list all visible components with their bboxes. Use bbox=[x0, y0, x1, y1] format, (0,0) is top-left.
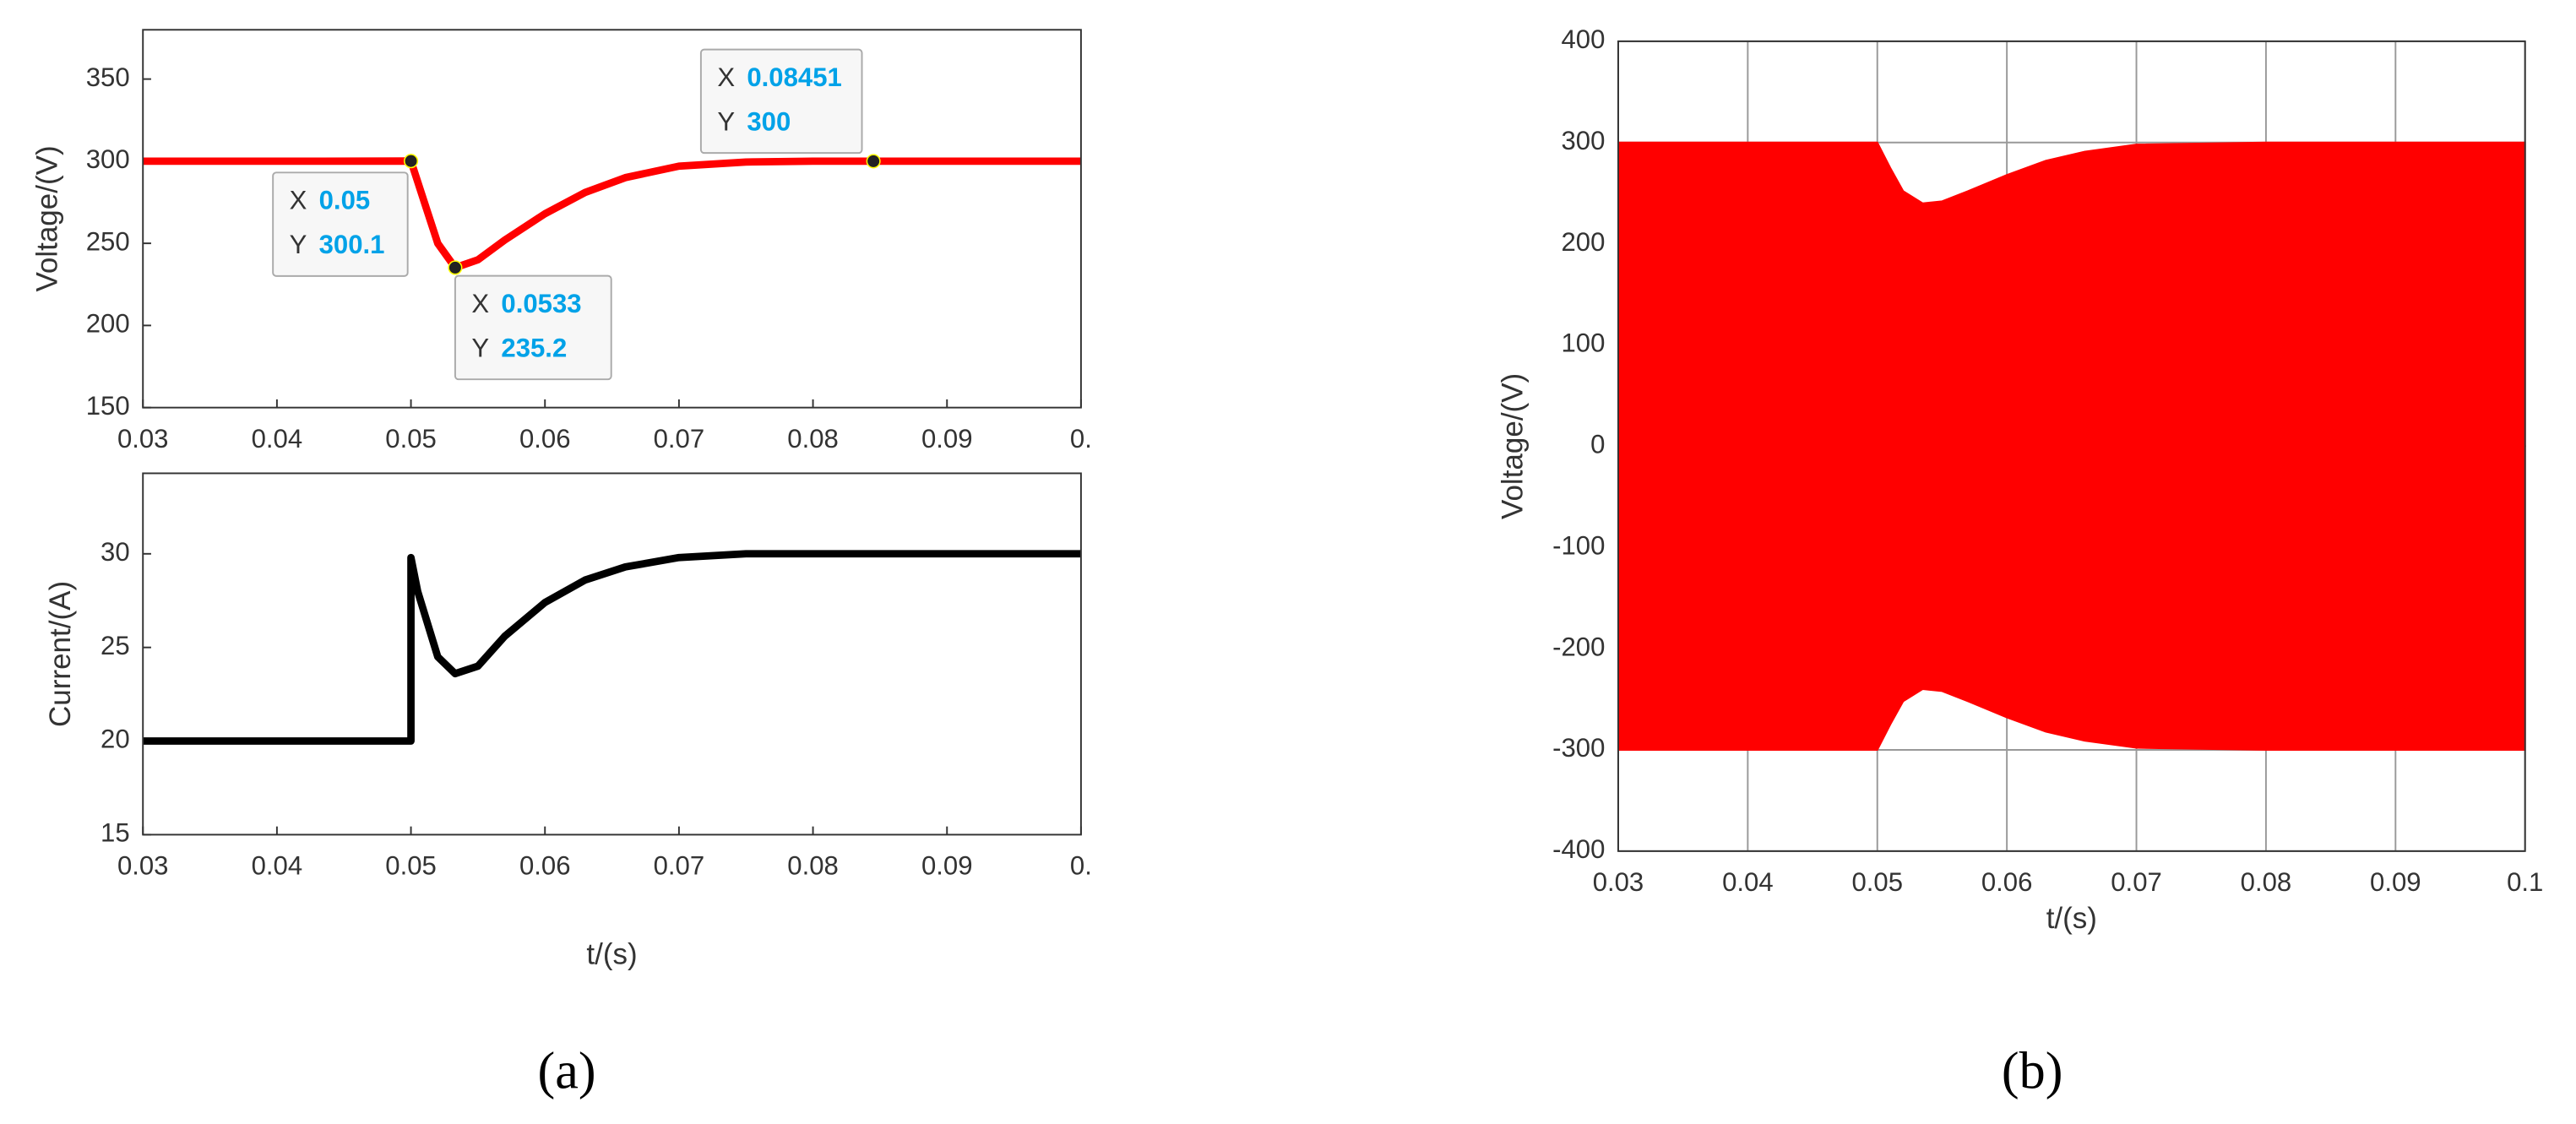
x-tick-label: 0.07 bbox=[654, 424, 705, 453]
datatip-value: 0.05 bbox=[319, 186, 371, 215]
y-tick-label: 15 bbox=[101, 818, 130, 848]
datatip-key: X bbox=[290, 186, 307, 215]
datatip-key: Y bbox=[471, 333, 489, 362]
envelope-area bbox=[1617, 445, 2526, 751]
y-axis-label: Voltage/(V) bbox=[1497, 373, 1530, 519]
datatip-box bbox=[699, 48, 863, 155]
y-tick-label: 100 bbox=[1562, 329, 1606, 358]
x-tick-label: 0.05 bbox=[385, 851, 437, 881]
caption: (a) bbox=[538, 1043, 596, 1100]
x-tick-label: 0.06 bbox=[1981, 867, 2033, 897]
y-tick-label: -200 bbox=[1552, 632, 1605, 661]
datatip-marker bbox=[866, 154, 881, 169]
datatip-box bbox=[454, 274, 612, 381]
x-tick-label: 0.07 bbox=[2111, 867, 2162, 897]
y-axis-label: Voltage/(V) bbox=[31, 145, 64, 291]
x-tick-label: 0.04 bbox=[252, 424, 303, 453]
x-tick-label: 0.06 bbox=[519, 424, 571, 453]
x-tick-label: 0.1 bbox=[2507, 867, 2543, 897]
datatip-value: 0.08451 bbox=[747, 62, 841, 92]
x-tick-label: 0.03 bbox=[1593, 867, 1644, 897]
y-tick-label: 0 bbox=[1590, 430, 1605, 459]
y-tick-label: 200 bbox=[1562, 227, 1606, 257]
x-tick-label: 0.09 bbox=[921, 424, 973, 453]
x-tick-label: 0.08 bbox=[2241, 867, 2292, 897]
data-line bbox=[143, 157, 1081, 272]
x-tick-label: 0.03 bbox=[117, 851, 169, 881]
data-line bbox=[143, 550, 1081, 745]
x-tick-label: 0.08 bbox=[787, 851, 839, 881]
caption: (b) bbox=[2002, 1043, 2063, 1100]
plot-frame bbox=[1617, 40, 2526, 852]
datatip-marker bbox=[448, 260, 463, 275]
y-tick-label: -300 bbox=[1552, 733, 1605, 763]
y-tick-label: 250 bbox=[86, 226, 130, 256]
x-tick-label: 0.08 bbox=[787, 424, 839, 453]
datatip-value: 0.0533 bbox=[501, 289, 581, 318]
x-tick-label: 0.07 bbox=[654, 851, 705, 881]
datatip-value: 300 bbox=[747, 106, 791, 136]
x-axis-label: t/(s) bbox=[2046, 902, 2097, 935]
datatip-key: X bbox=[471, 289, 489, 318]
envelope-area bbox=[1617, 141, 2526, 448]
x-tick-label: 0.09 bbox=[2370, 867, 2421, 897]
y-tick-label: 400 bbox=[1562, 24, 1606, 54]
datatip-value: 235.2 bbox=[501, 333, 567, 362]
x-tick-label: 0.09 bbox=[921, 851, 973, 881]
datatip-key: Y bbox=[717, 106, 735, 136]
datatip-key: X bbox=[717, 62, 735, 92]
x-tick-label: 0. bbox=[1070, 851, 1092, 881]
y-tick-label: 300 bbox=[1562, 126, 1606, 155]
datatip-marker bbox=[404, 154, 419, 169]
x-tick-label: 0.06 bbox=[519, 851, 571, 881]
datatip-key: Y bbox=[290, 230, 307, 259]
x-tick-label: 0. bbox=[1070, 424, 1092, 453]
y-tick-label: 200 bbox=[86, 309, 130, 339]
y-tick-label: -400 bbox=[1552, 834, 1605, 864]
x-tick-label: 0.04 bbox=[252, 851, 303, 881]
y-tick-label: 20 bbox=[101, 725, 130, 754]
y-tick-label: 350 bbox=[86, 62, 130, 92]
y-tick-label: 25 bbox=[101, 631, 130, 660]
y-axis-label: Current/(A) bbox=[44, 581, 77, 727]
y-tick-label: 150 bbox=[86, 391, 130, 421]
x-axis-label: t/(s) bbox=[586, 938, 637, 971]
plot-frame bbox=[142, 29, 1082, 409]
y-tick-label: 300 bbox=[86, 144, 130, 174]
datatip-value: 300.1 bbox=[319, 230, 385, 259]
x-tick-label: 0.05 bbox=[1851, 867, 1903, 897]
plot-frame bbox=[142, 472, 1082, 836]
y-tick-label: 30 bbox=[101, 537, 130, 567]
datatip-box bbox=[272, 171, 409, 277]
y-tick-label: -100 bbox=[1552, 530, 1605, 560]
x-tick-label: 0.03 bbox=[117, 424, 169, 453]
x-tick-label: 0.05 bbox=[385, 424, 437, 453]
x-tick-label: 0.04 bbox=[1722, 867, 1774, 897]
